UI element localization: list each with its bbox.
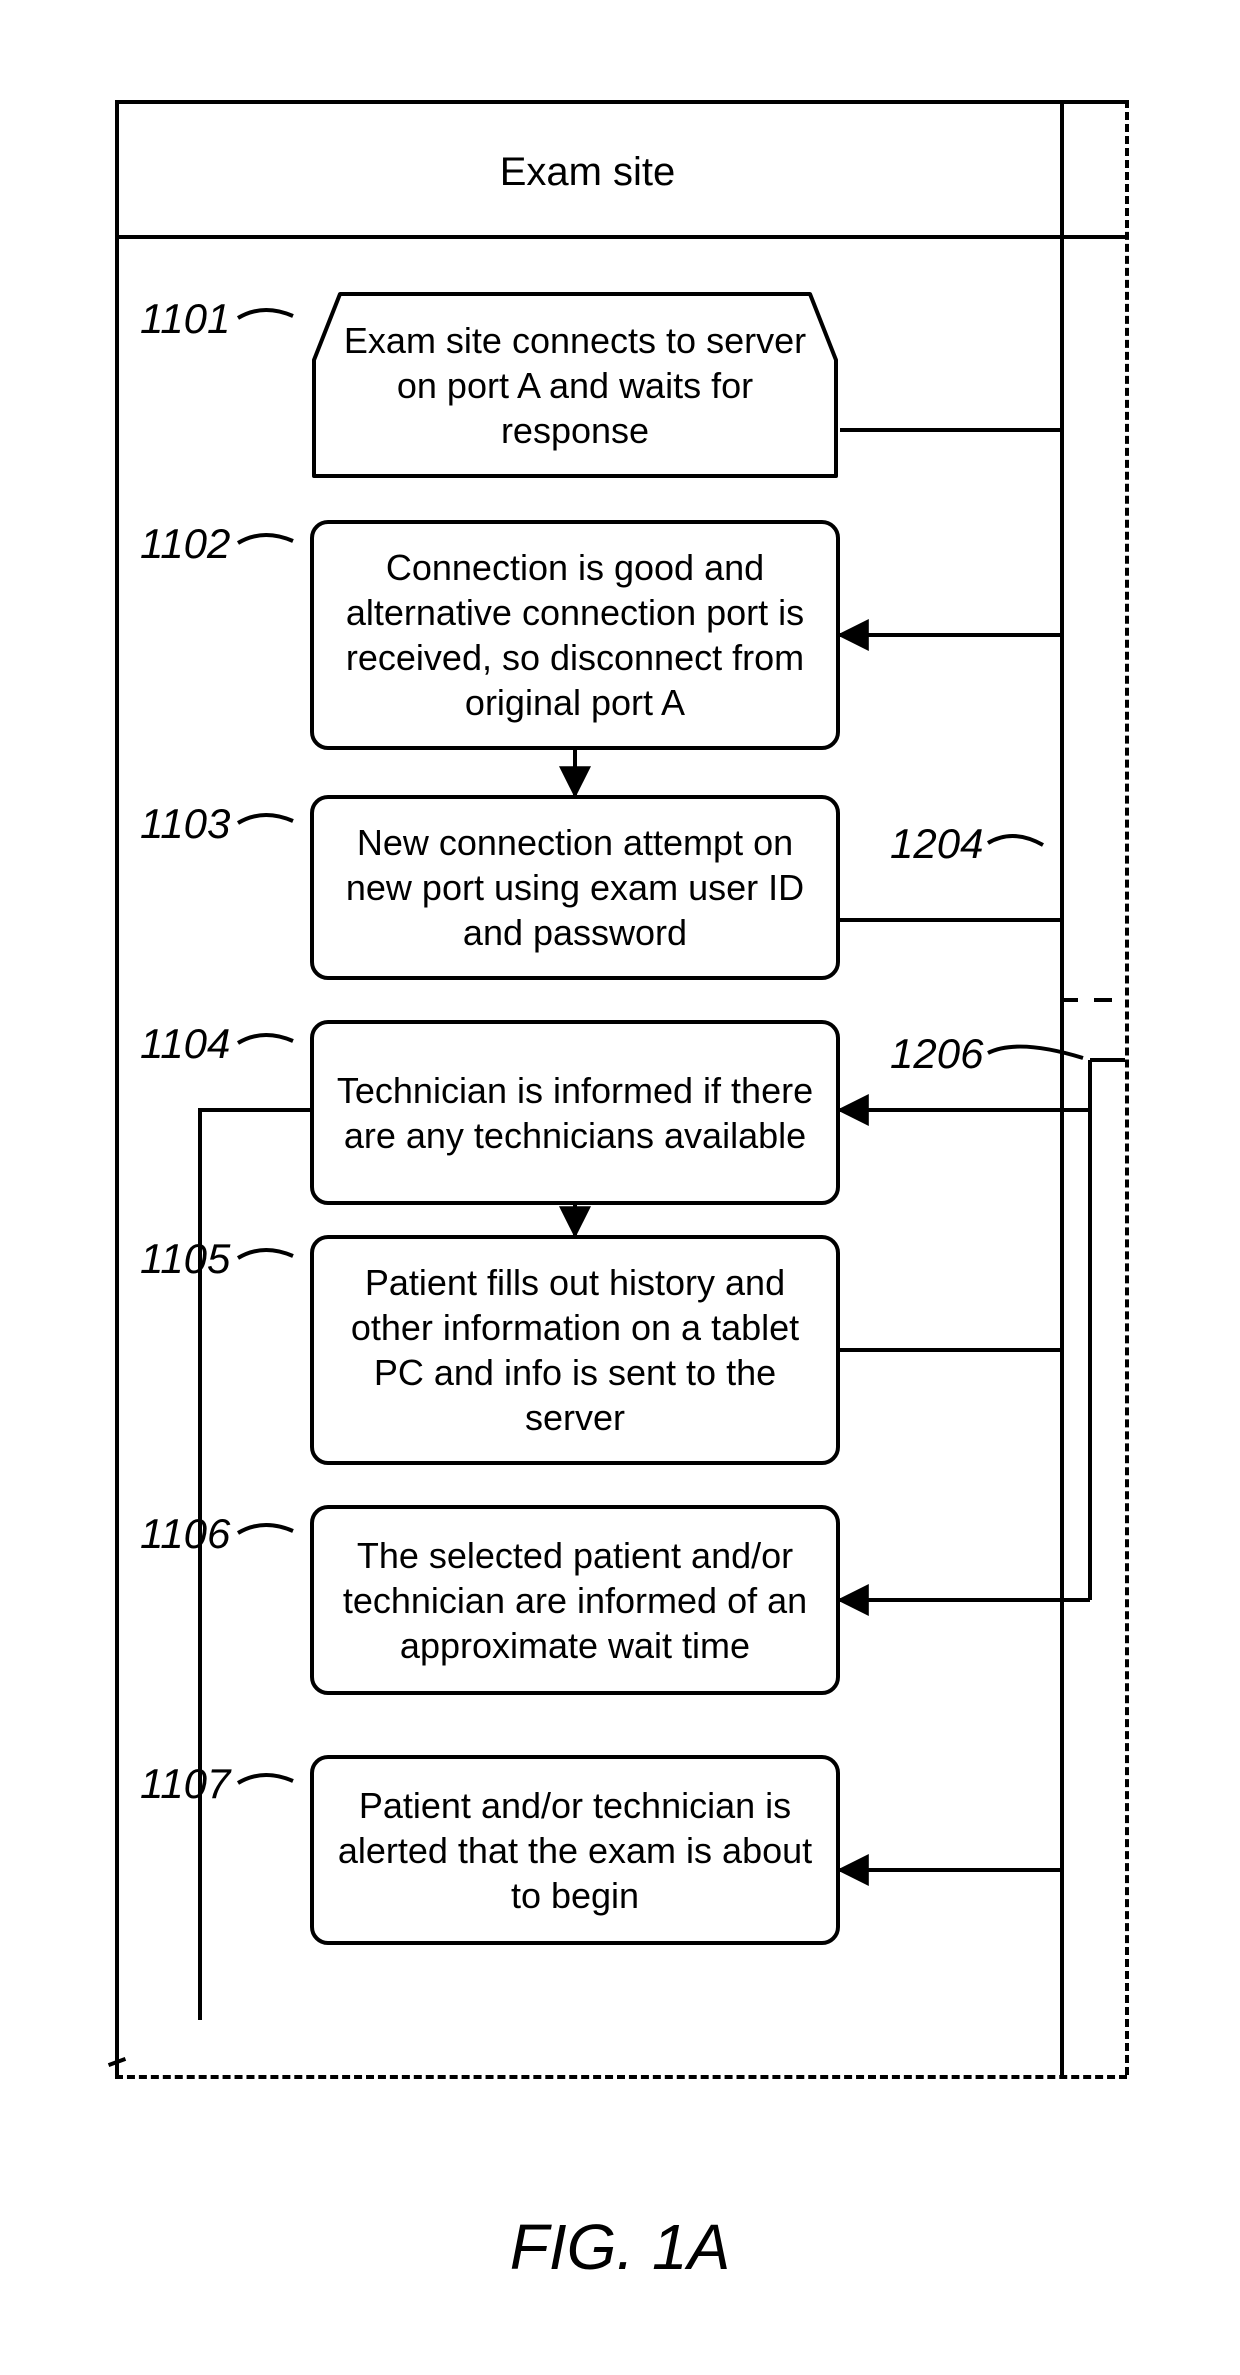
step-1104-text: Technician is informed if there are any … bbox=[332, 1068, 818, 1158]
label-1204: 1204 bbox=[890, 820, 983, 868]
label-1107: 1107 bbox=[140, 1760, 230, 1808]
frame-bottom-dashed bbox=[115, 2075, 1127, 2079]
header-title: Exam site bbox=[500, 150, 676, 194]
label-1106: 1106 bbox=[140, 1510, 230, 1558]
figure-caption: FIG. 1A bbox=[0, 2210, 1240, 2284]
label-1102: 1102 bbox=[140, 520, 230, 568]
label-1105: 1105 bbox=[140, 1235, 230, 1283]
label-1206: 1206 bbox=[890, 1030, 983, 1078]
frame-left bbox=[115, 100, 119, 2075]
step-1104: Technician is informed if there are any … bbox=[310, 1020, 840, 1205]
step-1102-text: Connection is good and alternative conne… bbox=[332, 545, 818, 725]
step-1102: Connection is good and alternative conne… bbox=[310, 520, 840, 750]
label-1101: 1101 bbox=[140, 295, 230, 343]
step-1107-text: Patient and/or technician is alerted tha… bbox=[332, 1783, 818, 1918]
frame-inner-right bbox=[1060, 100, 1064, 2075]
header-separator bbox=[115, 235, 1127, 239]
step-1101-text: Exam site connects to server on port A a… bbox=[310, 318, 840, 453]
diagram-canvas: Exam site 1101 1102 1103 1104 1105 1106 … bbox=[0, 0, 1240, 2375]
frame-top bbox=[115, 100, 1127, 104]
swimlane-header: Exam site bbox=[115, 150, 1060, 195]
step-1103-text: New connection attempt on new port using… bbox=[332, 820, 818, 955]
step-1101: Exam site connects to server on port A a… bbox=[310, 290, 840, 480]
step-1106-text: The selected patient and/or technician a… bbox=[332, 1533, 818, 1668]
step-1105-text: Patient fills out history and other info… bbox=[332, 1260, 818, 1440]
label-1104: 1104 bbox=[140, 1020, 230, 1068]
step-1105: Patient fills out history and other info… bbox=[310, 1235, 840, 1465]
step-1106: The selected patient and/or technician a… bbox=[310, 1505, 840, 1695]
frame-right-dashed bbox=[1125, 100, 1129, 2075]
label-1103: 1103 bbox=[140, 800, 230, 848]
step-1103: New connection attempt on new port using… bbox=[310, 795, 840, 980]
step-1107: Patient and/or technician is alerted tha… bbox=[310, 1755, 840, 1945]
